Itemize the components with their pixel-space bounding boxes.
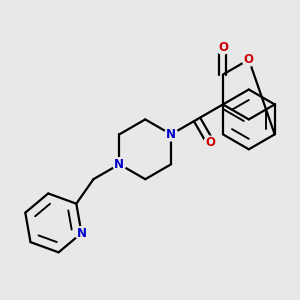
Circle shape	[164, 128, 178, 141]
Circle shape	[113, 158, 126, 171]
Text: N: N	[166, 128, 176, 141]
Circle shape	[204, 136, 217, 149]
Text: N: N	[114, 158, 124, 171]
Text: O: O	[206, 136, 215, 149]
Circle shape	[216, 41, 230, 54]
Circle shape	[75, 226, 88, 240]
Text: O: O	[218, 41, 228, 54]
Text: N: N	[76, 226, 86, 240]
Text: O: O	[244, 53, 254, 66]
Circle shape	[242, 53, 255, 66]
